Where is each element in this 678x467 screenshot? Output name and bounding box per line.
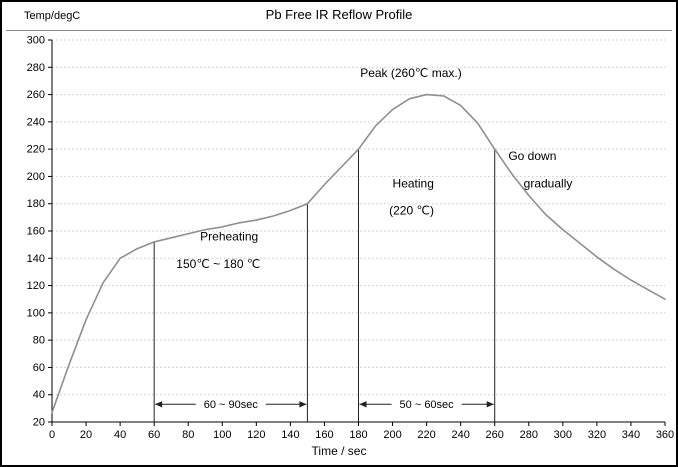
svg-text:160: 160 <box>315 429 333 441</box>
svg-text:150℃ ~ 180 ℃: 150℃ ~ 180 ℃ <box>176 257 260 271</box>
svg-text:20: 20 <box>80 429 92 441</box>
svg-text:Peak (260℃ max.): Peak (260℃ max.) <box>360 66 462 80</box>
y-axis-title: Temp/degC <box>24 10 81 22</box>
svg-text:260: 260 <box>486 429 504 441</box>
svg-text:Preheating: Preheating <box>200 230 258 244</box>
svg-text:0: 0 <box>49 429 55 441</box>
svg-text:280: 280 <box>520 429 538 441</box>
svg-text:60 ~ 90sec: 60 ~ 90sec <box>204 399 259 411</box>
svg-text:40: 40 <box>114 429 126 441</box>
title-underline <box>6 30 672 31</box>
svg-text:50 ~ 60sec: 50 ~ 60sec <box>400 399 455 411</box>
svg-text:Heating: Heating <box>393 176 434 190</box>
svg-text:80: 80 <box>182 429 194 441</box>
svg-text:200: 200 <box>383 429 401 441</box>
svg-text:160: 160 <box>27 226 45 238</box>
svg-text:60: 60 <box>148 429 160 441</box>
svg-text:80: 80 <box>33 335 45 347</box>
svg-text:100: 100 <box>213 429 231 441</box>
svg-text:120: 120 <box>247 429 265 441</box>
svg-text:100: 100 <box>27 307 45 319</box>
svg-text:180: 180 <box>349 429 367 441</box>
x-axis-title: Time / sec <box>311 444 367 458</box>
svg-text:340: 340 <box>622 429 640 441</box>
svg-text:200: 200 <box>27 171 45 183</box>
svg-text:120: 120 <box>27 280 45 292</box>
chart-title: Pb Free IR Reflow Profile <box>265 7 413 22</box>
svg-text:(220 ℃): (220 ℃) <box>389 204 434 218</box>
svg-text:220: 220 <box>27 144 45 156</box>
svg-text:220: 220 <box>417 429 435 441</box>
svg-text:240: 240 <box>27 116 45 128</box>
svg-text:320: 320 <box>588 429 606 441</box>
svg-text:180: 180 <box>27 198 45 210</box>
svg-text:140: 140 <box>281 429 299 441</box>
svg-text:gradually: gradually <box>524 176 573 190</box>
svg-text:260: 260 <box>27 89 45 101</box>
svg-text:360: 360 <box>656 429 674 441</box>
svg-text:280: 280 <box>27 62 45 74</box>
svg-text:140: 140 <box>27 253 45 265</box>
svg-text:60: 60 <box>33 362 45 374</box>
svg-text:40: 40 <box>33 389 45 401</box>
svg-text:300: 300 <box>554 429 572 441</box>
svg-text:240: 240 <box>451 429 469 441</box>
svg-text:Go down: Go down <box>508 149 556 163</box>
svg-text:300: 300 <box>27 35 45 47</box>
svg-text:20: 20 <box>33 417 45 429</box>
